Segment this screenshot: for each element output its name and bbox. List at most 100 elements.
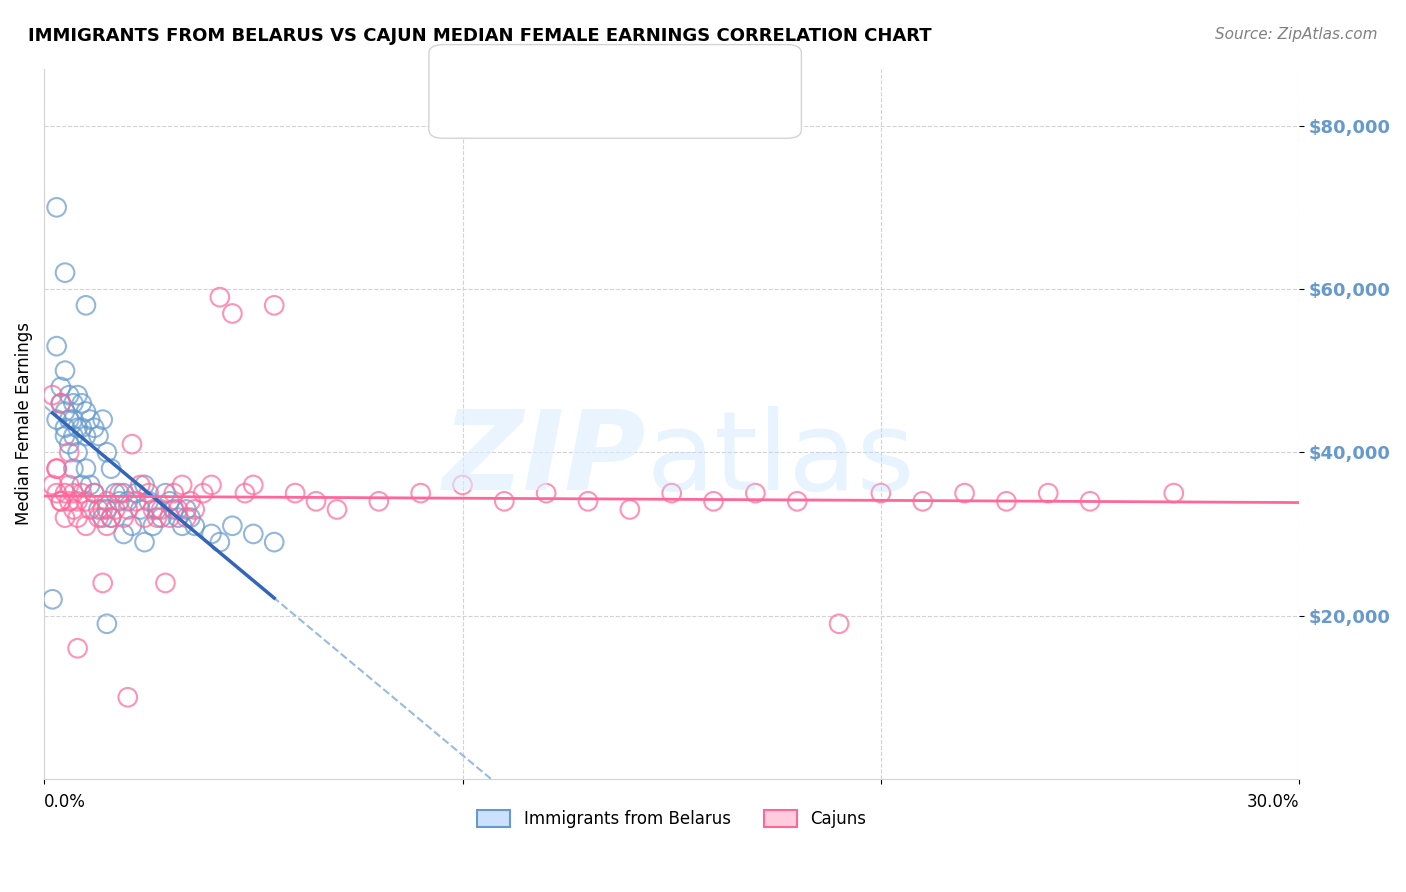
Point: [176, 502, 198, 516]
Point: [221, 518, 243, 533]
Point: [100, 510, 122, 524]
Point: [167, 510, 190, 524]
Point: [58, 445, 80, 459]
Point: [172, 518, 194, 533]
Point: [53, 266, 76, 280]
Point: [53, 364, 76, 378]
Point: [96, 445, 118, 459]
Point: [263, 298, 285, 312]
Point: [409, 486, 432, 500]
Point: [58, 437, 80, 451]
Text: ○: ○: [454, 101, 472, 120]
Point: [142, 518, 165, 533]
Point: [83, 421, 105, 435]
Point: [702, 494, 724, 508]
Point: [49, 494, 72, 508]
Point: [83, 486, 105, 500]
Point: [58, 388, 80, 402]
Point: [134, 478, 156, 492]
Point: [305, 494, 328, 508]
Point: [121, 437, 143, 451]
Point: [41, 478, 63, 492]
Point: [45, 461, 67, 475]
Point: [172, 478, 194, 492]
Point: [1163, 486, 1185, 500]
Point: [284, 486, 307, 500]
Point: [58, 478, 80, 492]
Text: 30.0%: 30.0%: [1247, 793, 1299, 811]
Point: [58, 412, 80, 426]
Point: [96, 494, 118, 508]
Point: [167, 502, 190, 516]
Point: [134, 535, 156, 549]
Point: [112, 486, 135, 500]
Point: [146, 502, 169, 516]
Point: [104, 486, 127, 500]
Point: [176, 510, 198, 524]
Point: [70, 421, 93, 435]
Point: [163, 486, 186, 500]
Point: [108, 494, 131, 508]
Point: [117, 502, 139, 516]
Point: [142, 502, 165, 516]
Point: [49, 494, 72, 508]
Point: [75, 461, 97, 475]
Point: [62, 461, 84, 475]
Point: [96, 616, 118, 631]
Point: [242, 527, 264, 541]
Point: [104, 502, 127, 516]
Point: [138, 486, 160, 500]
Point: [66, 388, 89, 402]
Point: [150, 502, 173, 516]
Point: [53, 404, 76, 418]
Point: [208, 535, 231, 549]
Point: [49, 396, 72, 410]
Point: [953, 486, 976, 500]
Point: [180, 494, 202, 508]
Point: [79, 412, 101, 426]
Point: [117, 494, 139, 508]
Point: [75, 298, 97, 312]
Point: [62, 429, 84, 443]
Point: [75, 518, 97, 533]
Point: [1078, 494, 1101, 508]
Point: [53, 486, 76, 500]
Point: [45, 486, 67, 500]
Legend: Immigrants from Belarus, Cajuns: Immigrants from Belarus, Cajuns: [470, 803, 873, 835]
Point: [159, 494, 181, 508]
Point: [184, 502, 207, 516]
Point: [75, 494, 97, 508]
Point: [41, 388, 63, 402]
Text: R = -0.295   N = 68: R = -0.295 N = 68: [482, 66, 659, 84]
Point: [191, 486, 214, 500]
Point: [911, 494, 934, 508]
Point: [53, 510, 76, 524]
Point: [263, 535, 285, 549]
Point: [200, 527, 222, 541]
Point: [180, 510, 202, 524]
Point: [619, 502, 641, 516]
Point: [129, 478, 152, 492]
Text: Source: ZipAtlas.com: Source: ZipAtlas.com: [1215, 27, 1378, 42]
Point: [91, 510, 114, 524]
Point: [125, 494, 148, 508]
Point: [1038, 486, 1060, 500]
Point: [96, 518, 118, 533]
Point: [221, 306, 243, 320]
Point: [53, 429, 76, 443]
Point: [66, 494, 89, 508]
Point: [87, 429, 110, 443]
Point: [75, 429, 97, 443]
Point: [451, 478, 474, 492]
Point: [125, 486, 148, 500]
Point: [49, 380, 72, 394]
Point: [112, 510, 135, 524]
Point: [75, 404, 97, 418]
Point: [995, 494, 1018, 508]
Point: [155, 576, 177, 591]
Point: [58, 494, 80, 508]
Point: [870, 486, 893, 500]
Point: [200, 478, 222, 492]
Point: [91, 502, 114, 516]
Point: [70, 396, 93, 410]
